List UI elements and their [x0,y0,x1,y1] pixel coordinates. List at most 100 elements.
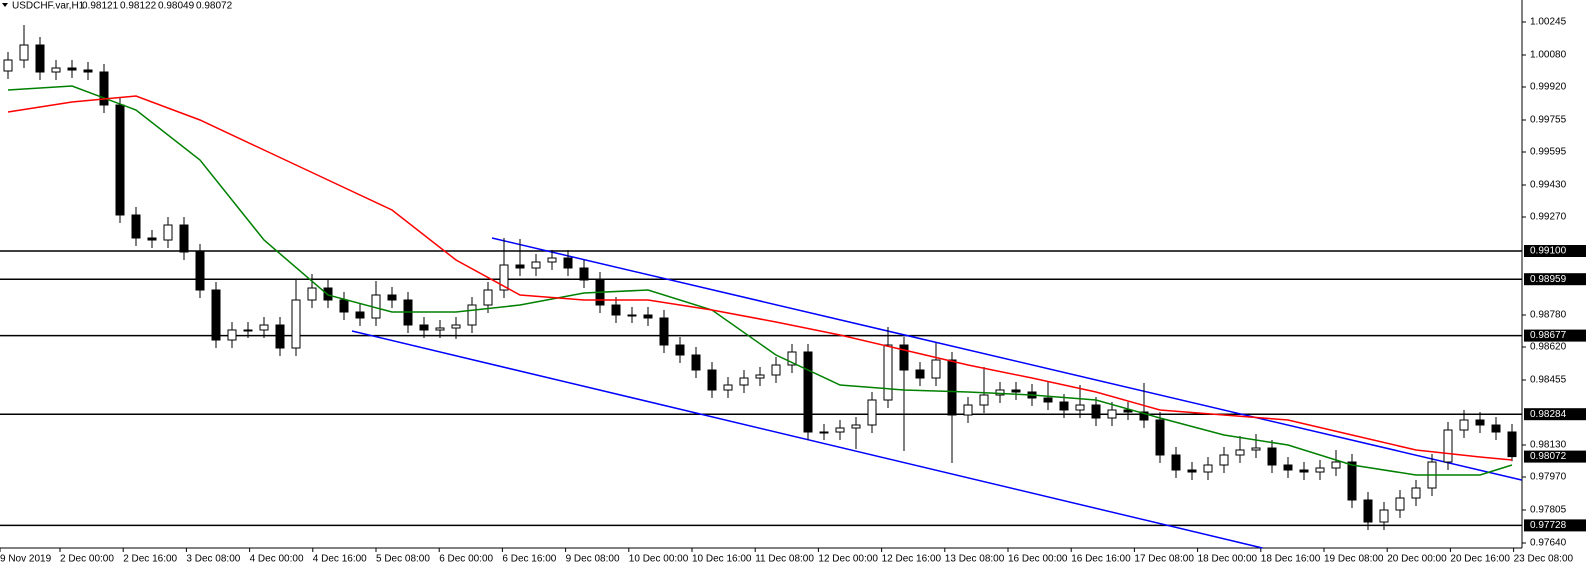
candle-body [723,384,733,391]
y-tick-label: 0.99430 [1530,180,1567,191]
x-tick-label: 3 Dec 08:00 [186,554,240,565]
level-label-box [1524,329,1586,342]
y-tick-label: 0.97970 [1530,472,1567,483]
y-tick-label: 0.99755 [1530,115,1567,126]
candle-body [1091,404,1101,419]
candle-body [19,44,29,61]
candle-body [627,314,637,317]
level-label: 0.98959 [1530,274,1567,285]
candle-body [1075,404,1085,411]
x-tick-label: 18 Dec 00:00 [1198,554,1258,565]
candle-body [1011,389,1021,393]
y-tick-label: 0.99920 [1530,82,1567,93]
level-label: 0.99100 [1530,246,1567,257]
level-label-box [1524,519,1586,532]
candle-body [1283,464,1293,471]
candle-body [547,257,557,263]
candle-body [147,237,157,241]
candle-body [1155,419,1165,456]
level-label: 0.98284 [1530,409,1567,420]
candle-body [1171,454,1181,471]
candle-body [435,327,445,331]
candle-body [851,424,861,429]
x-tick-label: 10 Dec 00:00 [629,554,689,565]
candle-body [1507,431,1517,458]
x-tick-label: 13 Dec 08:00 [945,554,1005,565]
candle-body [1347,461,1357,501]
y-tick-label: 1.00245 [1530,17,1567,28]
candle-body [739,377,749,386]
candle-body [563,257,573,269]
candle-body [531,261,541,269]
candle-body [659,317,669,346]
candle-body [787,351,797,366]
candle-body [1235,449,1245,456]
x-tick-label: 20 Dec 00:00 [1387,554,1447,565]
x-tick-label: 4 Dec 16:00 [313,554,367,565]
candle-body [707,369,717,391]
candle-body [1443,429,1453,463]
x-tick-label: 17 Dec 08:00 [1134,554,1194,565]
candle-body [1219,454,1229,466]
x-tick-label: 5 Dec 08:00 [376,554,430,565]
candle-body [51,67,61,73]
candle-body [1203,464,1213,473]
candle-body [819,431,829,434]
candle-body [899,344,909,371]
candle-body [1123,409,1133,413]
level-label: 0.98677 [1530,330,1567,341]
quote-value: 0.98121 [82,1,119,12]
candle-body [355,311,365,319]
candle-body [1379,509,1389,523]
candle-body [291,299,301,349]
trend-line [351,330,1263,549]
candle-body [515,264,525,269]
candle-body [83,69,93,73]
level-label-box [1524,245,1586,257]
candle-body [1395,497,1405,511]
y-tick-label: 1.00080 [1530,50,1567,61]
quote-value: 0.98122 [120,1,157,12]
x-tick-label: 9 Dec 08:00 [566,554,620,565]
quote-value: 0.98072 [196,1,233,12]
candle-body [179,224,189,253]
moving-average [7,85,1513,476]
x-tick-label: 6 Dec 00:00 [439,554,493,565]
candle-body [1267,447,1277,466]
candle-body [771,364,781,376]
candle-body [3,59,13,72]
y-tick-label: 0.97640 [1530,538,1567,549]
candle-body [1187,469,1197,473]
menu-arrow[interactable] [2,3,8,7]
candle-body [259,324,269,331]
candle-body [163,224,173,241]
x-tick-label: 12 Dec 00:00 [818,554,878,565]
candle-body [275,324,285,349]
candle-body [1475,419,1485,426]
candle-body [227,329,237,341]
candle-body [1139,411,1149,421]
y-tick-label: 0.98130 [1530,440,1567,451]
last-price-label: 0.98072 [1530,451,1567,462]
candle-body [979,394,989,406]
y-tick-label: 0.99595 [1530,147,1567,158]
candle-body [1059,401,1069,411]
candle-body [1459,419,1469,431]
candle-body [387,294,397,301]
level-label: 0.97728 [1530,520,1567,531]
candle-body [1043,397,1053,403]
candle-body [915,369,925,379]
candle-body [611,304,621,316]
candle-body [579,267,589,281]
x-tick-label: 9 Nov 2019 [0,554,52,565]
x-tick-label: 20 Dec 16:00 [1450,554,1510,565]
candle-body [803,351,813,433]
candle-body [995,389,1005,396]
last-price-box [1524,450,1586,463]
x-tick-label: 19 Dec 08:00 [1324,554,1384,565]
x-tick-label: 2 Dec 00:00 [60,554,114,565]
x-tick-label: 6 Dec 16:00 [502,554,556,565]
candle-body [691,354,701,371]
candle-body [1251,447,1261,451]
